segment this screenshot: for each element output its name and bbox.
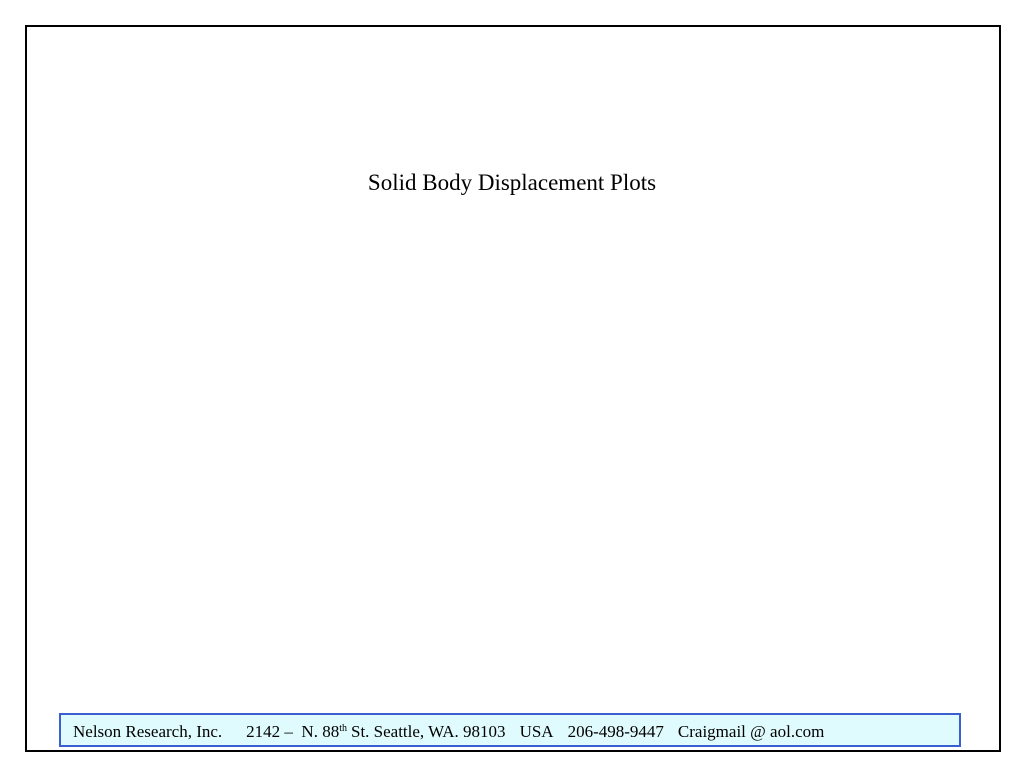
phone: 206-498-9447: [567, 722, 664, 741]
slide-frame: [25, 25, 1001, 752]
address-start: 2142 – N. 88: [246, 722, 340, 741]
address-end: St. Seattle, WA. 98103: [350, 722, 506, 741]
country: USA: [519, 722, 554, 741]
company: Nelson Research, Inc.: [73, 722, 223, 741]
email: Craigmail @ aol.com: [677, 722, 825, 741]
footer-bar: Nelson Research, Inc. 2142 – N. 88th St. S…: [59, 713, 961, 747]
address-superscript: th: [339, 723, 347, 734]
slide-title: Solid Body Displacement Plots: [367, 170, 657, 195]
